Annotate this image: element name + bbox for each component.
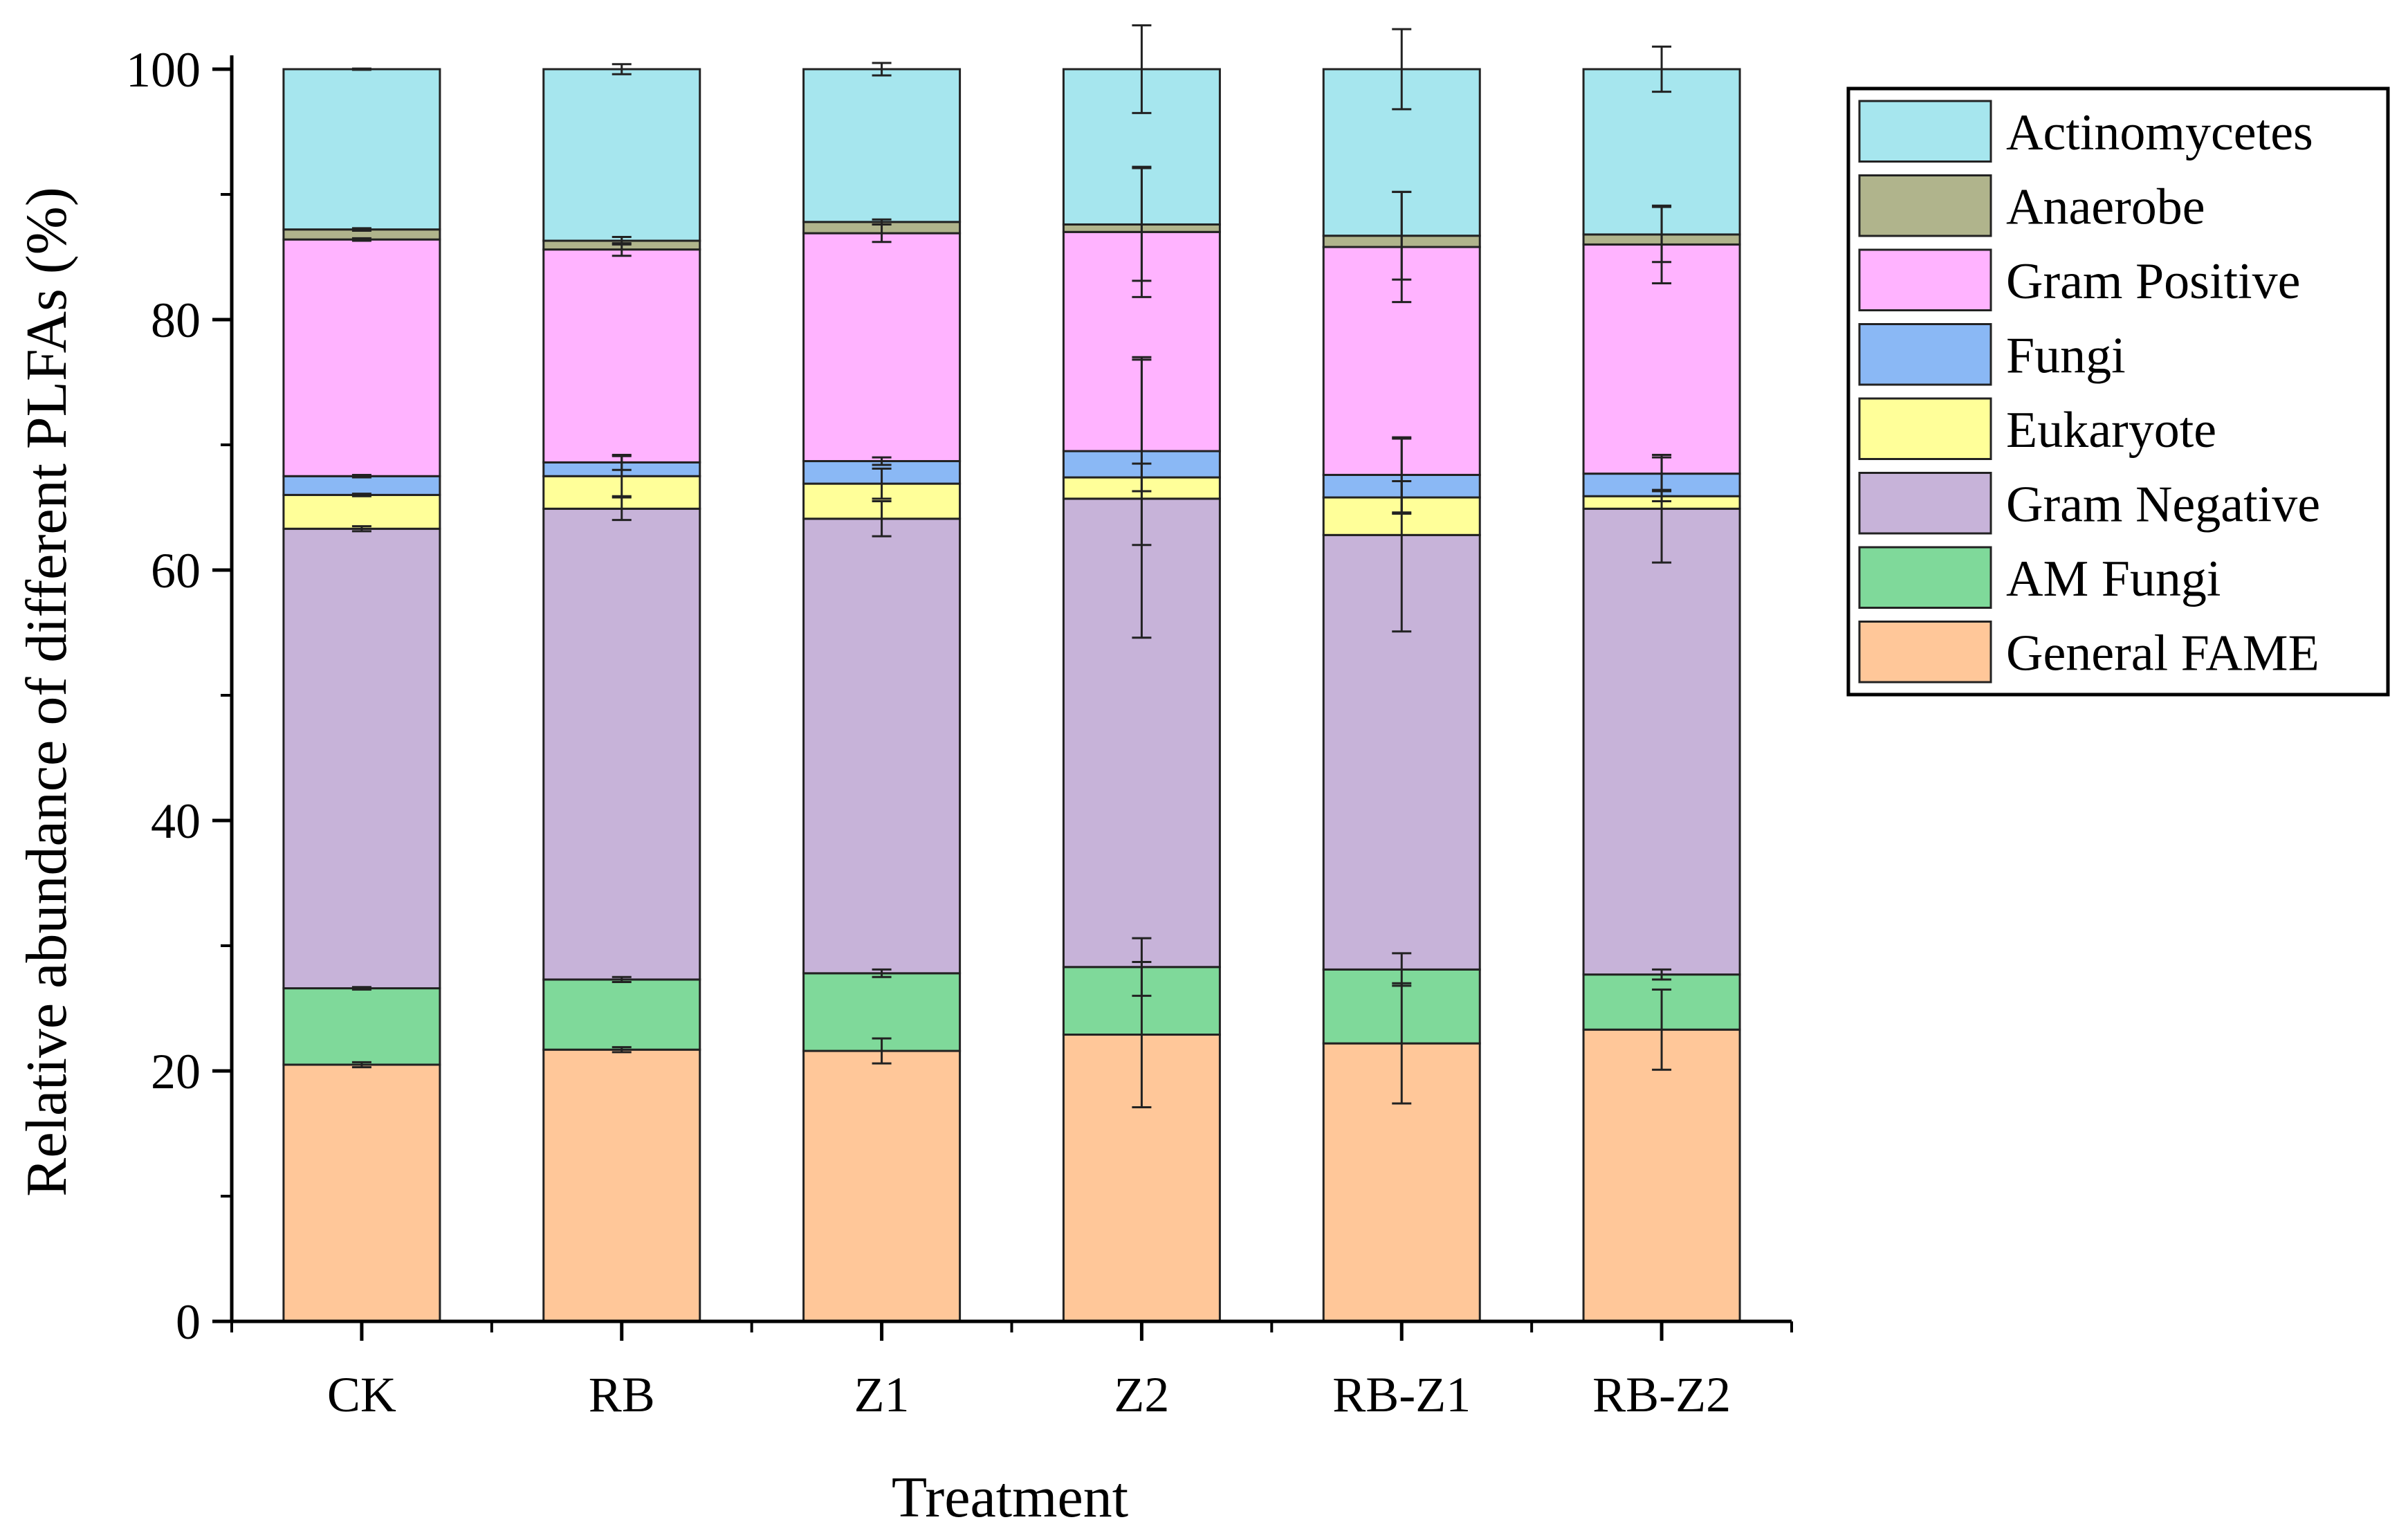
bar-stack-layer [282, 68, 1741, 1323]
bar-segment-ck-fungi [282, 475, 441, 496]
error-bar-rb-z1-fungi [1392, 436, 1412, 514]
error-bar-z1-gram-negative [872, 499, 892, 538]
error-bar-z2-actinomycetes [1132, 24, 1152, 114]
bar-segment-z1-gram-positive [802, 232, 962, 463]
error-bar-ck-eukaryote [351, 493, 371, 497]
y-tick-label-80: 80 [151, 293, 201, 348]
y-tick-label-0: 0 [176, 1294, 201, 1350]
legend-swatch-gram-negative [1858, 472, 1992, 535]
legend-label-actinomycetes: Actinomycetes [2006, 104, 2313, 161]
error-bar-rb-z1-am-fungi [1392, 952, 1412, 987]
y-tick-label-60: 60 [151, 543, 201, 598]
legend-label-general-fame: General FAME [2006, 625, 2319, 681]
y-tick-label-100: 100 [126, 42, 201, 98]
legend-item-anaerobe: Anaerobe [1858, 174, 2205, 237]
bar-segment-ck-actinomycetes [282, 68, 441, 231]
error-bar-rb-z2-actinomycetes [1652, 45, 1672, 93]
error-bar-z1-am-fungi [872, 968, 892, 978]
bar-segment-rb-gram-positive [542, 248, 701, 464]
bar-segment-z1-general-fame [802, 1049, 962, 1323]
bar-segment-rb-gram-negative [542, 507, 701, 981]
bar-segment-ck-gram-negative [282, 527, 441, 990]
bar-segment-z1-gram-negative [802, 517, 962, 975]
error-bar-rb-z2-anaerobe [1652, 205, 1672, 264]
error-bar-z2-am-fungi [1132, 937, 1152, 997]
x-tick-label-z2: Z2 [1114, 1367, 1169, 1422]
error-bar-rb-general-fame [612, 1046, 632, 1054]
bar-segment-rb-actinomycetes [542, 68, 701, 242]
error-bar-rb-z1-anaerobe [1392, 190, 1412, 281]
x-tick-label-z1: Z1 [854, 1367, 910, 1422]
bar-segment-rb-z2-gram-negative [1582, 507, 1741, 976]
axes-layer: 0 20 40 60 80 100 CK RB Z1 Z2 RB-Z1 RB-Z2 [126, 42, 1793, 1422]
x-tick-label-rb-z1: RB-Z1 [1332, 1367, 1471, 1422]
error-bar-ck-fungi [351, 473, 371, 479]
bar-segment-rb-am-fungi [542, 978, 701, 1051]
error-bar-ck-actinomycetes [351, 67, 371, 71]
x-tick-label-rb-z2: RB-Z2 [1592, 1367, 1731, 1422]
error-bar-z2-anaerobe [1132, 167, 1152, 282]
legend-swatch-fungi [1858, 323, 1992, 386]
legend-swatch-general-fame [1858, 621, 1992, 684]
bar-segment-ck-general-fame [282, 1063, 441, 1323]
legend-label-fungi: Fungi [2006, 327, 2126, 384]
error-bar-rb-z2-eukaryote [1652, 490, 1672, 502]
error-bar-rb-anaerobe [612, 236, 632, 246]
legend-label-eukaryote: Eukaryote [2006, 402, 2216, 459]
error-bar-z1-actinomycetes [872, 62, 892, 77]
legend-label-anaerobe: Anaerobe [2006, 178, 2205, 235]
legend-item-general-fame: General FAME [1858, 621, 2319, 684]
x-tick-label-rb: RB [589, 1367, 655, 1422]
bar-segment-ck-eukaryote [282, 493, 441, 530]
legend-item-actinomycetes: Actinomycetes [1858, 100, 2313, 163]
error-bar-z2-fungi [1132, 356, 1152, 547]
y-tick-label-40: 40 [151, 794, 201, 849]
error-bar-ck-am-fungi [351, 986, 371, 991]
error-bar-ck-general-fame [351, 1061, 371, 1069]
legend-label-gram-positive: Gram Positive [2006, 253, 2300, 310]
bar-segment-ck-am-fungi [282, 987, 441, 1066]
legend-label-gram-negative: Gram Negative [2006, 476, 2320, 533]
legend-swatch-anaerobe [1858, 174, 1992, 237]
error-bar-ck-gram-positive [351, 237, 371, 242]
legend-swatch-eukaryote [1858, 397, 1992, 460]
error-bar-z1-general-fame [872, 1037, 892, 1065]
legend-item-fungi: Fungi [1858, 323, 2126, 386]
error-bar-rb-am-fungi [612, 975, 632, 983]
legend-label-am-fungi: AM Fungi [2006, 551, 2221, 607]
error-bar-rb-actinomycetes [612, 63, 632, 75]
error-bar-z1-anaerobe [872, 218, 892, 226]
error-bar-z1-eukaryote [872, 467, 892, 500]
error-bar-ck-gram-negative [351, 525, 371, 533]
error-bar-rb-z1-actinomycetes [1392, 28, 1412, 111]
legend-swatch-am-fungi [1858, 546, 1992, 609]
x-axis-title: Treatment [892, 1465, 1128, 1530]
error-bar-rb-z2-general-fame [1652, 988, 1672, 1071]
legend-item-eukaryote: Eukaryote [1858, 397, 2216, 460]
y-axis-title: Relative abundance of different PLFAs (%… [15, 187, 79, 1196]
error-bar-ck-anaerobe [351, 227, 371, 232]
legend-item-am-fungi: AM Fungi [1858, 546, 2221, 609]
legend: Actinomycetes Anaerobe Gram Positive Fungi E… [1846, 86, 2390, 697]
bar-segment-rb-z2-general-fame [1582, 1028, 1741, 1323]
error-bar-rb-z2-am-fungi [1652, 968, 1672, 981]
y-tick-label-20: 20 [151, 1044, 201, 1099]
legend-item-gram-positive: Gram Positive [1858, 248, 2300, 311]
x-tick-label-ck: CK [327, 1367, 396, 1422]
error-bar-rb-fungi [612, 453, 632, 471]
legend-item-gram-negative: Gram Negative [1858, 472, 2320, 535]
bar-segment-ck-gram-positive [282, 238, 441, 477]
legend-swatch-gram-positive [1858, 248, 1992, 311]
legend-swatch-actinomycetes [1858, 100, 1992, 163]
error-bar-rb-z2-fungi [1652, 456, 1672, 491]
error-bar-rb-gram-negative [612, 496, 632, 522]
bar-segment-rb-general-fame [542, 1048, 701, 1323]
error-bar-layer [351, 24, 1672, 1108]
bar-segment-z1-actinomycetes [802, 68, 962, 223]
error-bar-z1-fungi [872, 456, 892, 466]
